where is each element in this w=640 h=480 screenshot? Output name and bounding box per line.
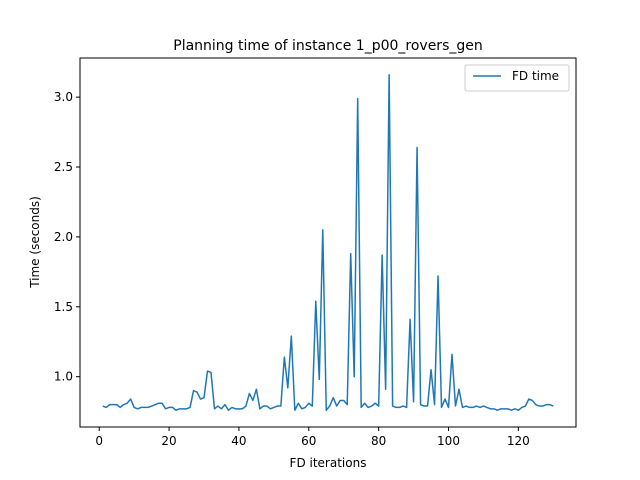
y-tick-label: 2.0: [54, 230, 73, 244]
legend-label-fd-time: FD time: [512, 69, 559, 83]
plot-area: [102, 74, 554, 411]
x-tick-label: 40: [231, 434, 246, 448]
y-tick-label: 1.5: [54, 300, 73, 314]
legend-box: [464, 64, 570, 92]
plot-frame: [79, 57, 577, 428]
x-tick-label: 20: [161, 434, 176, 448]
chart-title: Planning time of instance 1_p00_rovers_g…: [173, 38, 482, 54]
x-tick-label: 0: [95, 434, 103, 448]
x-axis-label: FD iterations: [290, 456, 367, 470]
x-tick-label: 100: [437, 434, 460, 448]
y-tick-label: 1.0: [54, 370, 73, 384]
legend: FD time: [464, 64, 570, 92]
x-tick-label: 60: [301, 434, 316, 448]
y-tick-label: 2.5: [54, 160, 73, 174]
x-tick-label: 80: [371, 434, 386, 448]
y-tick-label: 3.0: [54, 90, 73, 104]
x-axis: 0 20 40 60 80 100 120: [95, 427, 530, 448]
y-axis-label: Time (seconds): [28, 196, 42, 289]
y-axis: 1.0 1.5 2.0 2.5 3.0: [54, 90, 80, 384]
series-line-fd-time: [102, 74, 554, 411]
x-tick-label: 120: [507, 434, 530, 448]
